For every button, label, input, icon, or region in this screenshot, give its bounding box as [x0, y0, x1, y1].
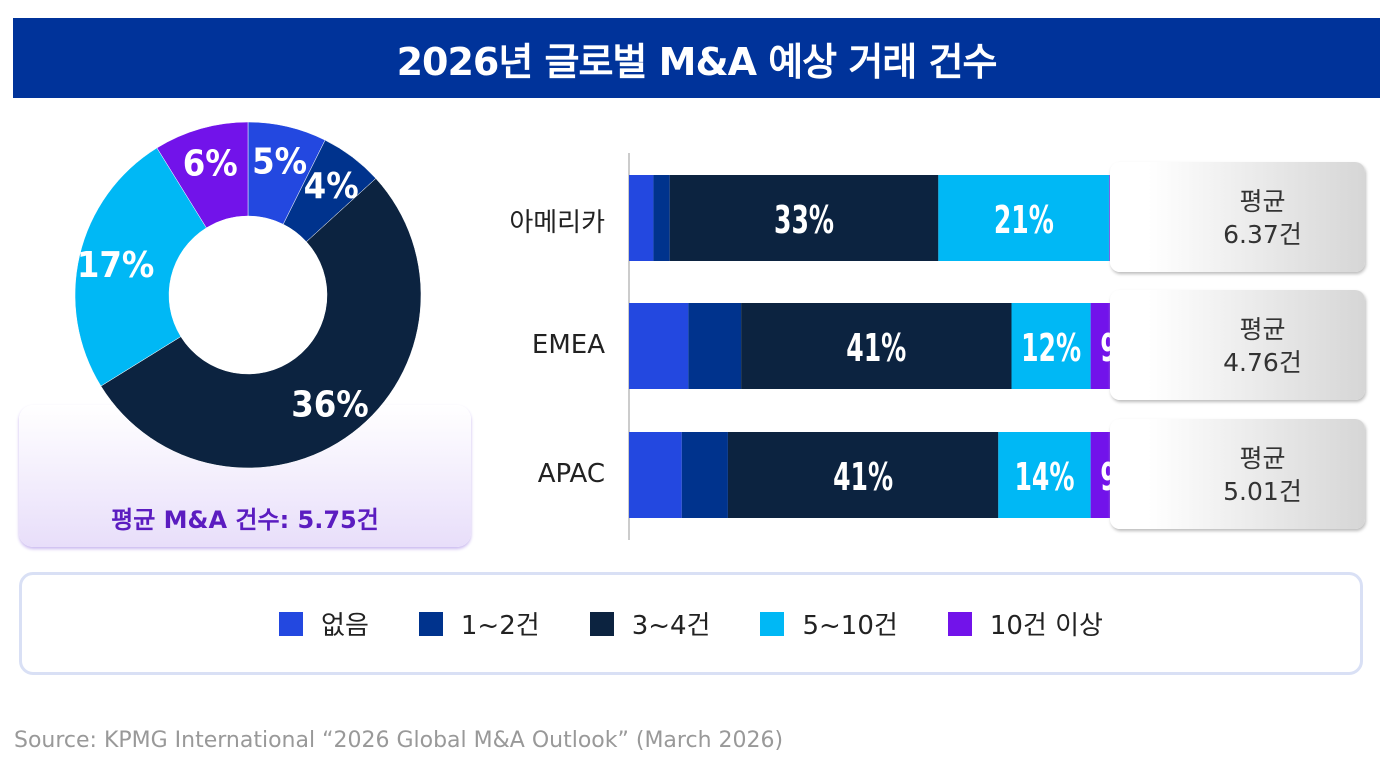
bar-label: 14% — [1014, 455, 1074, 499]
bar-segment — [653, 175, 670, 261]
legend-label: 10건 이상 — [989, 611, 1103, 641]
region-label: EMEA — [531, 330, 605, 360]
donut-label-2: 36% — [291, 385, 369, 426]
legend-swatch — [589, 611, 614, 636]
legend-item: 없음 — [279, 605, 369, 642]
legend-label: 3~4건 — [631, 611, 711, 641]
region-label: 아메리카 — [509, 208, 605, 238]
source-note: Source: KPMG International “2026 Global … — [14, 728, 784, 753]
legend-item: 5~10건 — [760, 605, 898, 642]
average-text: 평균 6.37건 — [1190, 185, 1335, 251]
legend-item: 10건 이상 — [947, 605, 1103, 642]
bar-label: 33% — [774, 198, 834, 242]
bar-segment — [629, 303, 689, 389]
donut-slice-2 — [100, 178, 422, 469]
bar-label: 12% — [1021, 326, 1081, 370]
donut-slice-4 — [156, 121, 249, 229]
page-title: 2026년 글로벌 M&A 예상 거래 건수 — [13, 18, 1380, 98]
average-box — [1110, 162, 1365, 272]
average-box — [1110, 290, 1365, 400]
legend-swatch — [947, 611, 972, 636]
donut-label-4: 6% — [183, 143, 238, 184]
average-text: 평균 5.01건 — [1190, 442, 1335, 508]
legend-swatch — [760, 611, 785, 636]
legend-label: 5~10건 — [802, 611, 898, 641]
legend-swatch — [279, 611, 304, 636]
bar-segment — [629, 432, 682, 518]
donut-label-0: 5% — [252, 142, 307, 183]
donut-slice-3 — [74, 147, 207, 387]
donut-label-3: 17% — [77, 245, 155, 286]
bar-label: 41% — [846, 326, 906, 370]
donut-average-label: 평균 M&A 건수: 5.75건 — [111, 506, 379, 534]
average-value: 6.37건 — [1223, 220, 1302, 249]
legend-label: 없음 — [321, 611, 369, 641]
average-label: 평균 — [1239, 315, 1286, 344]
bar-segment — [669, 175, 939, 261]
legend-swatch — [418, 611, 443, 636]
average-label: 평균 — [1239, 187, 1286, 216]
average-box — [1110, 419, 1365, 529]
average-value: 5.01건 — [1223, 477, 1302, 506]
bar-segment — [629, 175, 654, 261]
bar-label: 21% — [994, 198, 1054, 242]
legend-item: 3~4건 — [589, 605, 711, 642]
bar-segment — [741, 303, 1012, 389]
region-label: APAC — [537, 459, 605, 489]
bar-segment — [1011, 303, 1091, 389]
bar-segment — [998, 432, 1091, 518]
bar-segment — [938, 175, 1110, 261]
average-text: 평균 4.76건 — [1190, 313, 1335, 379]
legend-item: 1~2건 — [418, 605, 540, 642]
average-value: 4.76건 — [1223, 348, 1302, 377]
legend-label: 1~2건 — [460, 611, 540, 641]
bar-segment — [727, 432, 999, 518]
average-label: 평균 — [1239, 444, 1286, 473]
donut-label-1: 4% — [304, 166, 359, 207]
bar-label: 41% — [833, 455, 893, 499]
bar-segment — [681, 432, 728, 518]
legend: 없음 1~2건 3~4건 5~10건 10건 이상 — [19, 572, 1363, 675]
bar-segment — [688, 303, 742, 389]
